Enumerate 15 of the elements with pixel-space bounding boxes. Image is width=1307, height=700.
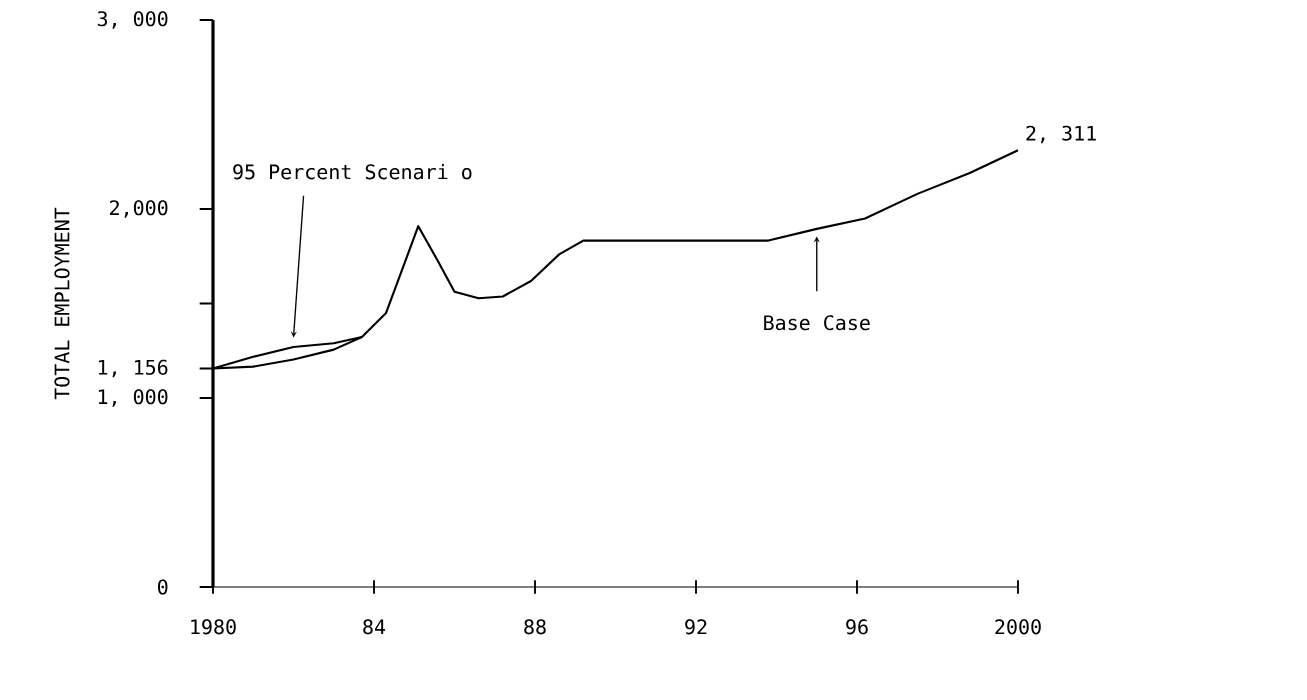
x-tick-label: 96 xyxy=(846,619,868,635)
y-tick-label: 2,000 xyxy=(110,200,168,218)
annotation: 95 Percent Scenari o xyxy=(233,163,472,180)
y-tick-label: 1, 000 xyxy=(98,389,168,407)
annotation: 2, 311 xyxy=(1026,125,1096,144)
x-tick-label: 2000 xyxy=(995,619,1041,635)
y-tick-label: 0 xyxy=(158,579,168,595)
x-tick-label: 84 xyxy=(363,619,386,635)
x-tick-label: 92 xyxy=(685,619,707,635)
y-axis-title: TOTAL EMPLOYMENT xyxy=(54,207,70,400)
annotation: Base Case xyxy=(764,315,870,331)
x-tick-label: 88 xyxy=(524,619,546,635)
y-tick-label: 1, 156 xyxy=(98,359,168,378)
y-tick-label: 3, 000 xyxy=(97,11,168,29)
x-tick-label: 1980 xyxy=(191,619,236,635)
